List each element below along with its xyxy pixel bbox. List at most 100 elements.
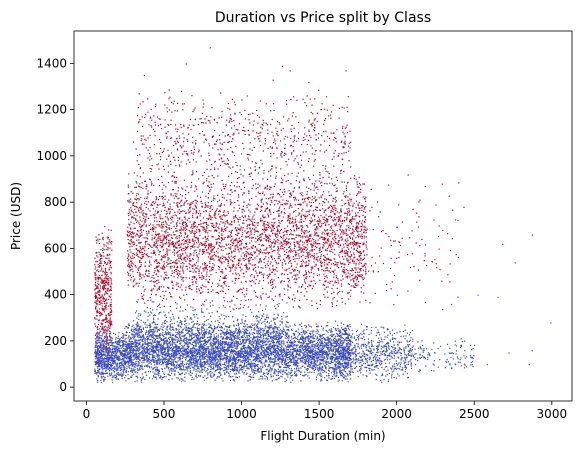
scatter-point: [356, 228, 358, 230]
scatter-point: [191, 240, 193, 242]
scatter-point: [352, 285, 354, 287]
scatter-point: [302, 235, 304, 237]
scatter-point: [279, 201, 281, 203]
scatter-point: [230, 239, 232, 241]
scatter-point: [182, 265, 184, 267]
scatter-point: [255, 195, 257, 197]
scatter-point: [306, 193, 308, 195]
scatter-point: [358, 182, 361, 185]
scatter-point: [269, 273, 271, 275]
scatter-point: [96, 277, 98, 279]
scatter-point: [98, 311, 100, 313]
scatter-point: [247, 231, 249, 233]
scatter-point: [157, 249, 159, 251]
scatter-point: [330, 263, 332, 265]
scatter-point: [186, 186, 188, 188]
scatter-point: [333, 185, 335, 187]
scatter-point: [142, 214, 144, 217]
scatter-point: [251, 279, 253, 281]
scatter-point: [141, 182, 143, 184]
scatter-point: [288, 257, 290, 259]
scatter-point: [228, 243, 230, 245]
scatter-point: [280, 236, 282, 238]
scatter-point: [292, 256, 294, 258]
scatter-point: [167, 182, 170, 184]
scatter-point: [129, 264, 131, 266]
scatter-point: [151, 204, 153, 206]
scatter-point: [261, 198, 263, 200]
scatter-point: [353, 260, 355, 262]
scatter-point: [169, 249, 171, 251]
scatter-point: [185, 200, 187, 202]
scatter-point: [302, 202, 304, 204]
scatter-point: [347, 263, 349, 265]
scatter-point: [293, 211, 295, 213]
scatter-point: [149, 210, 151, 212]
scatter-point: [243, 210, 245, 212]
scatter-point: [363, 264, 365, 266]
scatter-point: [364, 263, 366, 265]
scatter-point: [107, 288, 109, 290]
scatter-point: [254, 138, 256, 140]
scatter-point: [156, 265, 158, 267]
scatter-point: [243, 258, 245, 260]
scatter-point: [214, 143, 216, 145]
scatter-point: [95, 297, 97, 299]
scatter-point: [101, 279, 103, 281]
scatter-point: [277, 277, 279, 279]
scatter-point: [327, 257, 329, 259]
scatter-point: [276, 233, 278, 235]
scatter-point: [164, 237, 167, 239]
scatter-point: [331, 178, 333, 180]
scatter-point: [344, 252, 347, 254]
scatter-point: [167, 149, 169, 151]
scatter-point: [347, 196, 349, 198]
scatter-point: [347, 283, 349, 285]
scatter-point: [334, 235, 336, 237]
scatter-point: [198, 230, 200, 232]
scatter-point: [200, 223, 202, 225]
scatter-point: [349, 251, 351, 253]
scatter-point: [361, 224, 364, 226]
scatter-point: [227, 148, 229, 150]
scatter-point: [204, 264, 206, 266]
scatter-point: [314, 228, 316, 230]
scatter-point: [322, 218, 324, 220]
scatter-point: [262, 233, 264, 235]
scatter-point: [140, 167, 142, 169]
scatter-point: [201, 226, 203, 228]
scatter-point: [308, 129, 310, 131]
scatter-point: [243, 126, 245, 129]
scatter-point: [181, 249, 183, 252]
scatter-point: [97, 328, 99, 330]
scatter-point: [243, 294, 245, 296]
scatter-point: [189, 267, 191, 269]
scatter-point: [253, 228, 255, 230]
scatter-point: [282, 243, 284, 245]
scatter-point: [334, 219, 336, 221]
scatter-point: [306, 235, 308, 237]
scatter-point: [232, 134, 234, 136]
scatter-point: [309, 135, 311, 137]
scatter-point: [252, 130, 254, 132]
scatter-point: [329, 243, 331, 245]
scatter-point: [298, 221, 300, 223]
scatter-point: [333, 231, 335, 233]
scatter-point: [221, 227, 223, 229]
scatter-point: [94, 276, 96, 278]
scatter-point: [251, 187, 253, 189]
scatter-point: [265, 197, 267, 200]
scatter-point: [168, 258, 170, 260]
scatter-point: [265, 239, 267, 241]
scatter-point: [211, 223, 214, 225]
scatter-point: [324, 259, 326, 262]
scatter-point: [154, 267, 156, 270]
scatter-point: [288, 251, 290, 253]
scatter-point: [177, 255, 179, 257]
scatter-point: [142, 251, 144, 254]
scatter-point: [285, 270, 287, 272]
scatter-point: [137, 220, 139, 222]
scatter-point: [287, 225, 289, 227]
scatter-point: [175, 142, 177, 144]
scatter-point: [334, 204, 336, 206]
